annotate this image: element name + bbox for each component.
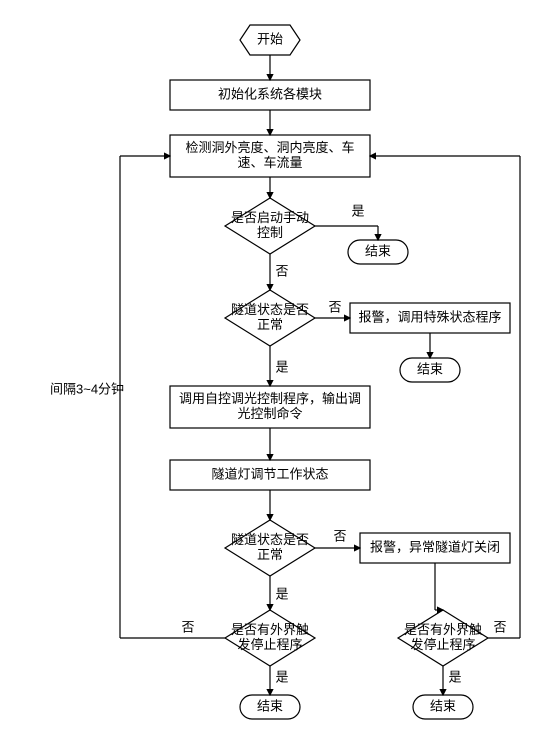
svg-text:初始化系统各模块: 初始化系统各模块 <box>218 86 322 101</box>
svg-text:否: 否 <box>181 619 194 634</box>
svg-text:光控制命令: 光控制命令 <box>237 406 302 421</box>
svg-text:是否有外界触: 是否有外界触 <box>404 622 482 637</box>
svg-text:是: 是 <box>275 669 288 684</box>
svg-text:否: 否 <box>493 619 506 634</box>
svg-text:否: 否 <box>328 299 341 314</box>
svg-text:否: 否 <box>275 263 288 278</box>
svg-text:正常: 正常 <box>257 547 283 562</box>
svg-text:是: 是 <box>275 359 288 374</box>
svg-text:控制: 控制 <box>257 225 283 240</box>
label-interval: 间隔3~4分钟 <box>50 381 124 396</box>
svg-text:开始: 开始 <box>257 31 283 46</box>
svg-text:发停止程序: 发停止程序 <box>410 637 475 652</box>
svg-text:结束: 结束 <box>365 243 391 258</box>
svg-text:隧道灯调节工作状态: 隧道灯调节工作状态 <box>211 466 328 481</box>
svg-text:否: 否 <box>333 528 346 543</box>
svg-text:速、车流量: 速、车流量 <box>237 155 302 170</box>
svg-text:是: 是 <box>275 586 288 601</box>
svg-text:结束: 结束 <box>417 361 443 376</box>
svg-text:结束: 结束 <box>257 698 283 713</box>
svg-text:报警，异常隧道灯关闭: 报警，异常隧道灯关闭 <box>370 539 500 554</box>
svg-text:是否有外界触: 是否有外界触 <box>231 622 309 637</box>
svg-text:结束: 结束 <box>430 698 456 713</box>
svg-text:是: 是 <box>351 203 364 218</box>
svg-text:检测洞外亮度、洞内亮度、车: 检测洞外亮度、洞内亮度、车 <box>185 140 354 155</box>
svg-text:隧道状态是否: 隧道状态是否 <box>231 302 309 317</box>
svg-text:是: 是 <box>448 669 461 684</box>
svg-text:报警，调用特殊状态程序: 报警，调用特殊状态程序 <box>358 309 501 324</box>
svg-text:正常: 正常 <box>257 317 283 332</box>
flowchart: 开始初始化系统各模块检测洞外亮度、洞内亮度、车速、车流量是否启动手动控制结束隧道… <box>0 0 536 736</box>
svg-text:是否启动手动: 是否启动手动 <box>231 210 309 225</box>
svg-text:调用自控调光控制程序，输出调: 调用自控调光控制程序，输出调 <box>179 391 361 406</box>
svg-text:隧道状态是否: 隧道状态是否 <box>231 532 309 547</box>
svg-text:发停止程序: 发停止程序 <box>237 637 302 652</box>
